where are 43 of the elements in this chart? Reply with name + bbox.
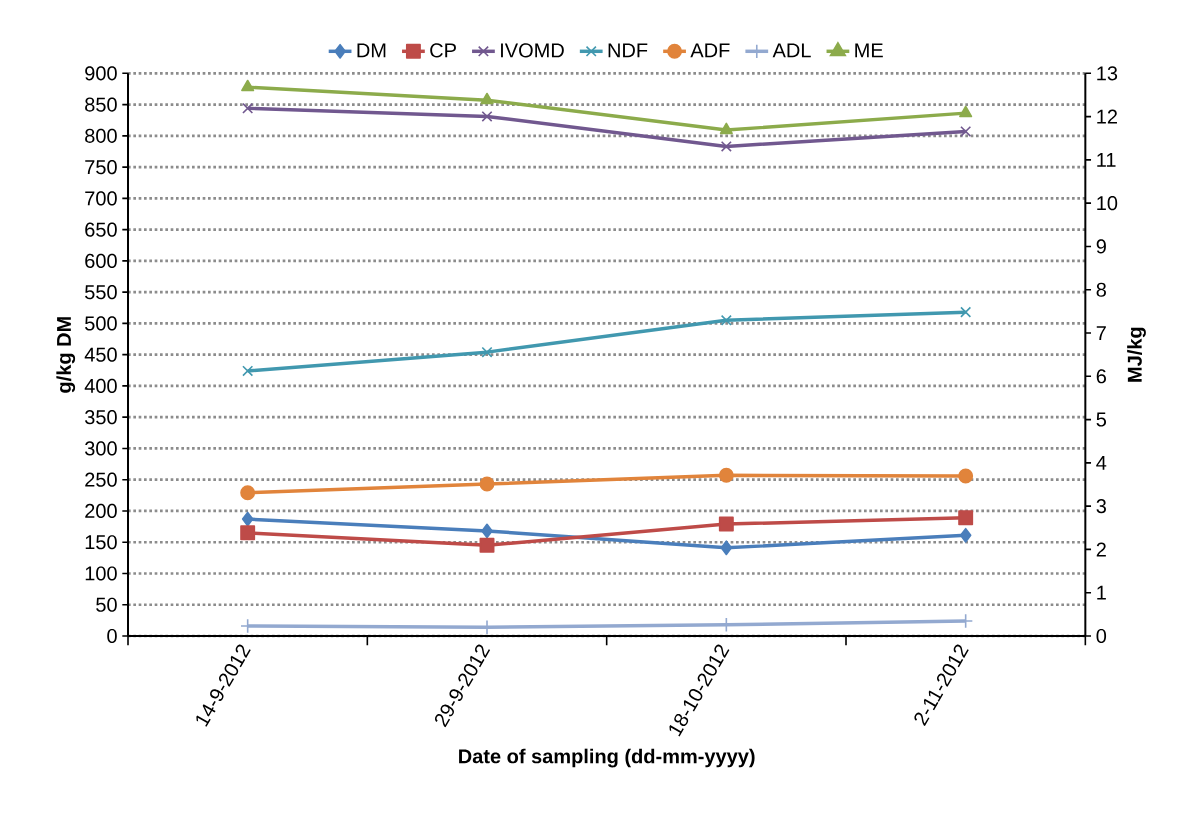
y-tick-label: 0 (107, 628, 117, 644)
y-tick-label: 900 (85, 66, 117, 81)
y-tick-label: 600 (85, 253, 117, 268)
legend-label: CP (430, 43, 456, 58)
legend-label: ADL (772, 43, 811, 58)
y-tick-label: 700 (85, 191, 117, 206)
y-tick-label: 150 (85, 535, 117, 550)
y-tick-label: 750 (85, 160, 117, 175)
legend-label: DM (357, 43, 386, 58)
legend-label: IVOMD (501, 43, 564, 58)
y2-tick-label: 11 (1097, 153, 1116, 167)
y-tick-label: 300 (84, 441, 117, 456)
y2-tick-label: 4 (1096, 455, 1107, 470)
y-tick-label: 500 (85, 316, 117, 331)
y-tick-label: 550 (85, 285, 117, 300)
y-tick-label: 350 (84, 410, 117, 425)
y-tick-label: 100 (85, 566, 117, 581)
y-tick-label: 850 (85, 97, 117, 112)
y2-tick-label: 13 (1097, 66, 1118, 81)
y-axis-title: g/kg DM (56, 317, 76, 393)
y-tick-label: 200 (85, 503, 117, 519)
y2-tick-label: 7 (1096, 326, 1106, 340)
y2-tick-label: 10 (1097, 196, 1118, 211)
y2-tick-label: 5 (1096, 412, 1107, 427)
x-axis-title: Date of sampling (dd-mm-yyyy) (459, 748, 755, 768)
y-tick-label: 450 (84, 347, 117, 362)
y-tick-label: 400 (84, 378, 117, 393)
y2-tick-label: 0 (1096, 628, 1107, 644)
y2-tick-label: 12 (1097, 109, 1117, 124)
y-tick-label: 50 (96, 597, 117, 612)
y-tick-label: 800 (85, 128, 117, 143)
legend-label: ADF (690, 43, 730, 58)
y2-tick-label: 3 (1096, 499, 1106, 514)
y2-tick-label: 9 (1096, 239, 1106, 254)
y2-axis-title: MJ/kg (1127, 327, 1146, 382)
y2-tick-label: 2 (1096, 542, 1106, 557)
y2-tick-label: 8 (1096, 282, 1106, 297)
y-tick-label: 650 (85, 222, 117, 237)
y2-tick-label: 6 (1096, 369, 1106, 384)
y-tick-label: 250 (85, 472, 117, 487)
legend-label: NDF (608, 43, 648, 58)
legend-label: ME (855, 43, 883, 58)
y2-tick-label: 1 (1097, 585, 1106, 600)
